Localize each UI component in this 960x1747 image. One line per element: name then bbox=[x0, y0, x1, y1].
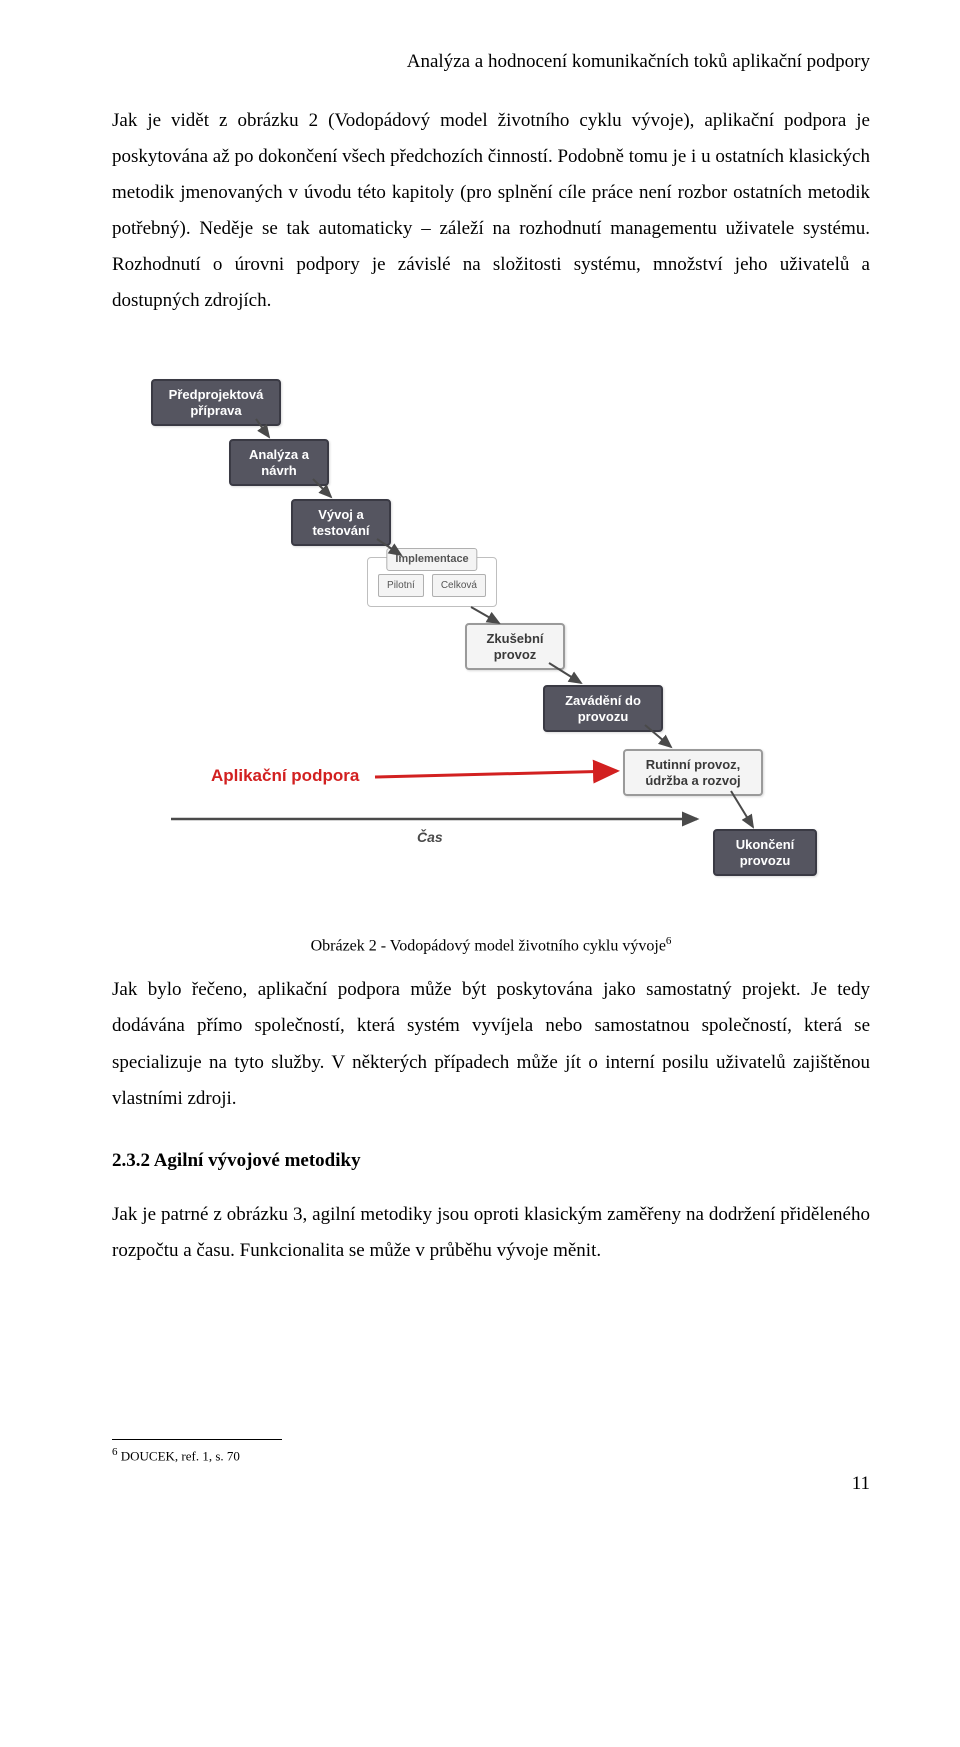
node-analyza: Analýza anávrh bbox=[229, 439, 329, 486]
node-zkusebni: Zkušebníprovoz bbox=[465, 623, 565, 670]
node-predprojektova: Předprojektovápříprava bbox=[151, 379, 281, 426]
label-aplikacni-podpora: Aplikační podpora bbox=[211, 763, 359, 789]
node-zavadeni: Zavádění doprovozu bbox=[543, 685, 663, 732]
node-implementace: Implementace Pilotní Celková bbox=[367, 557, 497, 607]
caption-text: Obrázek 2 - Vodopádový model životního c… bbox=[311, 937, 666, 954]
footnote-text: DOUCEK, ref. 1, s. 70 bbox=[118, 1449, 240, 1464]
figure-2-diagram: Předprojektovápříprava Analýza anávrh Vý… bbox=[151, 379, 831, 909]
footnote-6: 6 DOUCEK, ref. 1, s. 70 bbox=[112, 1444, 870, 1466]
section-heading-2-3-2: 2.3.2 Agilní vývojové metodiky bbox=[112, 1147, 870, 1176]
node-ukonceni: Ukončeníprovozu bbox=[713, 829, 817, 876]
figure-2-caption: Obrázek 2 - Vodopádový model životního c… bbox=[112, 933, 870, 958]
paragraph-2: Jak bylo řečeno, aplikační podpora může … bbox=[112, 972, 870, 1116]
figure-2-wrap: Předprojektovápříprava Analýza anávrh Vý… bbox=[112, 379, 870, 909]
footnote-separator bbox=[112, 1439, 282, 1440]
impl-title: Implementace bbox=[386, 548, 477, 571]
impl-pilotni: Pilotní bbox=[378, 574, 424, 597]
node-vyvoj: Vývoj atestování bbox=[291, 499, 391, 546]
caption-footnote-ref: 6 bbox=[666, 935, 672, 947]
label-cas: Čas bbox=[417, 827, 443, 848]
node-rutinni: Rutinní provoz,údržba a rozvoj bbox=[623, 749, 763, 796]
running-header: Analýza a hodnocení komunikačních toků a… bbox=[112, 48, 870, 77]
page-number: 11 bbox=[112, 1470, 870, 1499]
paragraph-3: Jak je patrné z obrázku 3, agilní metodi… bbox=[112, 1197, 870, 1269]
impl-celkova: Celková bbox=[432, 574, 486, 597]
paragraph-1: Jak je vidět z obrázku 2 (Vodopádový mod… bbox=[112, 103, 870, 320]
